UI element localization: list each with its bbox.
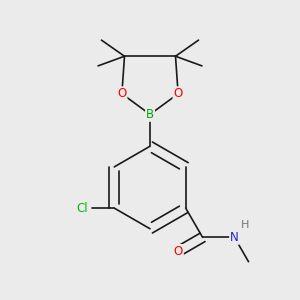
Text: N: N: [230, 231, 239, 244]
Text: B: B: [146, 108, 154, 121]
Text: O: O: [173, 87, 183, 100]
Text: Cl: Cl: [76, 202, 88, 214]
Text: H: H: [241, 220, 249, 230]
Text: O: O: [174, 245, 183, 258]
Text: O: O: [117, 87, 127, 100]
